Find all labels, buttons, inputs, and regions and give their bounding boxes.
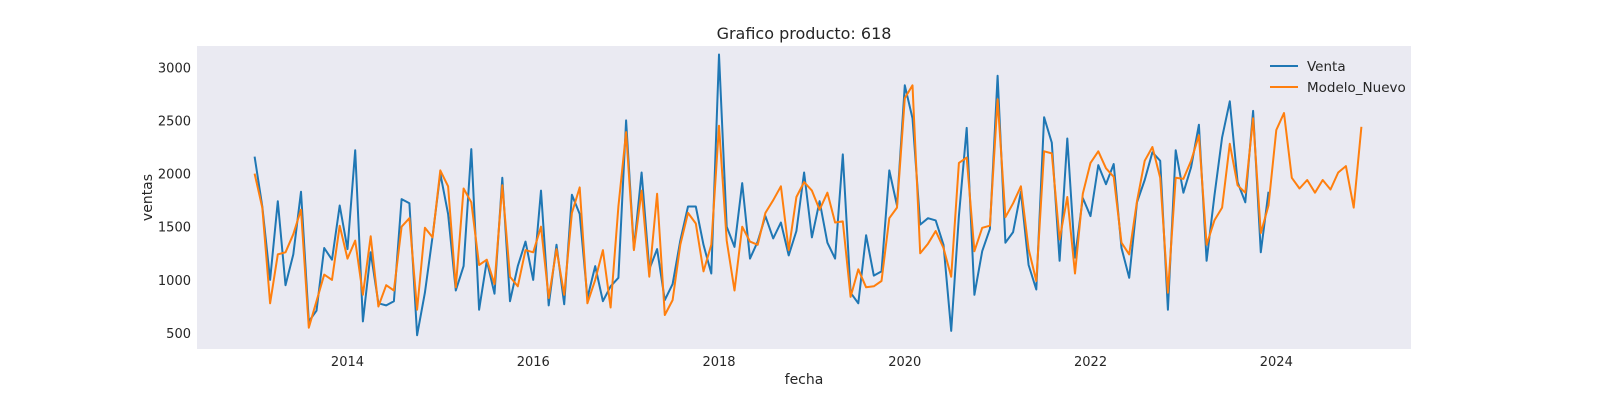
series-line-modelo-nuevo: [253, 84, 1363, 329]
y-tick-label: 2500: [158, 114, 191, 129]
x-axis-label: fecha: [785, 372, 824, 388]
x-ticks: 2014 2016 2018 2020 2022 2024: [331, 355, 1293, 370]
y-tick-label: 1500: [158, 221, 191, 236]
x-tick-label: 2024: [1260, 355, 1293, 370]
series-lines: [253, 53, 1363, 337]
plot-background: [197, 46, 1411, 349]
y-ticks: 500 1000 1500 2000 2500 3000: [158, 61, 191, 342]
y-tick-label: 1000: [158, 274, 191, 289]
x-tick-label: 2014: [331, 355, 364, 370]
x-tick-label: 2016: [517, 355, 550, 370]
y-axis-label: ventas: [140, 174, 156, 221]
chart-title: Grafico producto: 618: [717, 24, 892, 43]
legend-label: Venta: [1307, 59, 1346, 75]
legend-label: Modelo_Nuevo: [1307, 80, 1406, 96]
legend: Venta Modelo_Nuevo: [1270, 59, 1406, 96]
y-tick-label: 500: [166, 327, 191, 342]
x-tick-label: 2020: [888, 355, 921, 370]
x-tick-label: 2022: [1074, 355, 1107, 370]
x-tick-label: 2018: [702, 355, 735, 370]
y-tick-label: 3000: [158, 61, 191, 76]
y-tick-label: 2000: [158, 168, 191, 183]
